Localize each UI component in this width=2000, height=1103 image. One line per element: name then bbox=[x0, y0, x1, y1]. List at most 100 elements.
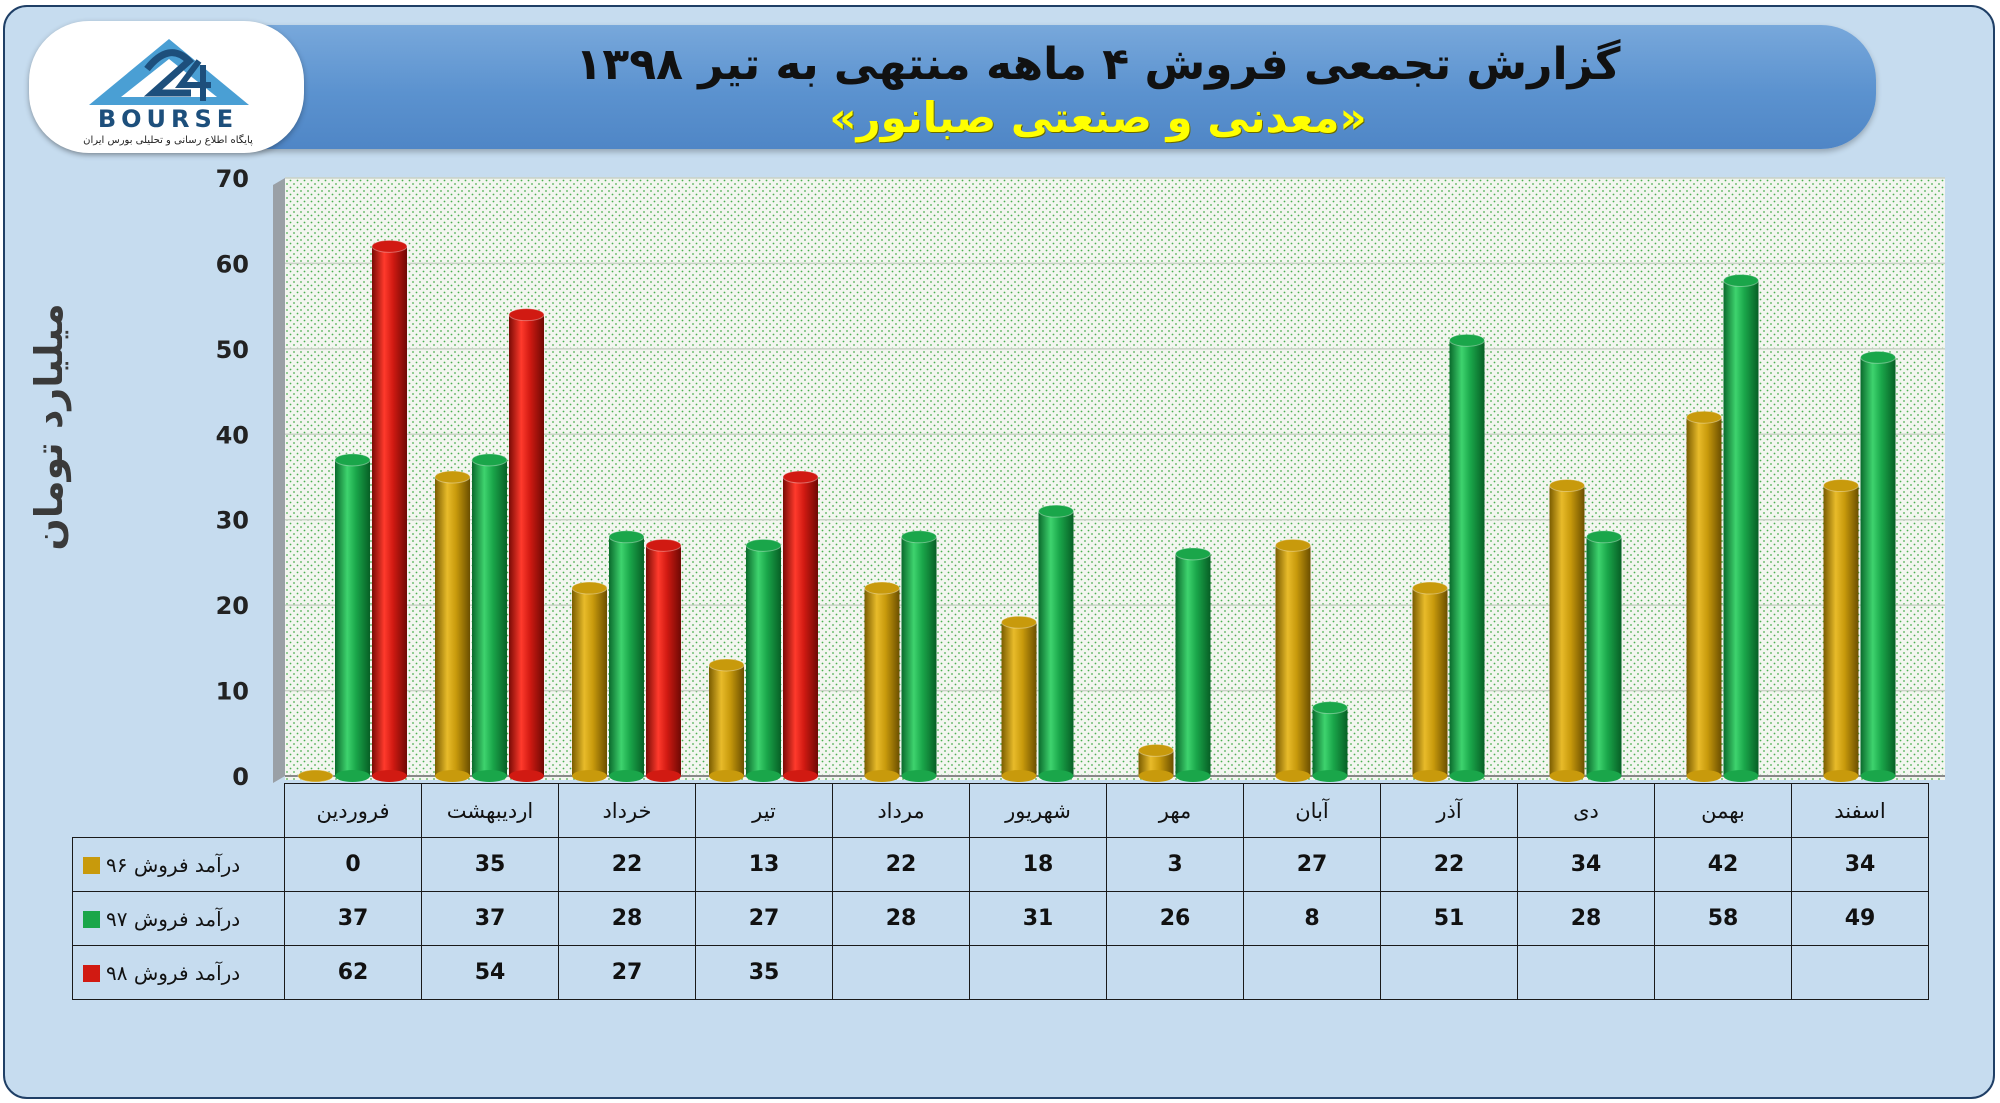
bar-top bbox=[297, 769, 334, 783]
bar-body bbox=[1586, 536, 1622, 776]
bar bbox=[1823, 479, 1859, 782]
data-label: 28 bbox=[832, 891, 970, 946]
bar-base bbox=[1723, 770, 1759, 782]
y-tick-label: 10 bbox=[216, 678, 249, 706]
bar-body bbox=[1686, 417, 1722, 776]
data-label: 13 bbox=[695, 837, 833, 892]
bar-body bbox=[1312, 707, 1348, 776]
data-label bbox=[1243, 945, 1381, 1000]
bar-base bbox=[901, 770, 937, 782]
legend-entry: درآمد فروش ۹۶ bbox=[72, 837, 285, 892]
bar bbox=[1275, 538, 1311, 782]
bar-body bbox=[901, 536, 937, 776]
data-label bbox=[1517, 945, 1655, 1000]
bar-top bbox=[434, 470, 471, 484]
bar bbox=[608, 530, 645, 782]
bar-top bbox=[1823, 479, 1859, 493]
logo-subtitle: پایگاه اطلاع رسانی و تحلیلی بورس ایران bbox=[83, 135, 253, 146]
bar-top bbox=[1038, 504, 1074, 518]
bar-base bbox=[372, 770, 407, 782]
bar bbox=[1860, 350, 1896, 782]
bar-body bbox=[472, 459, 507, 776]
bar-top bbox=[864, 581, 900, 595]
bar-body bbox=[1175, 553, 1211, 776]
y-tick-label: 70 bbox=[216, 165, 249, 193]
table-row: درآمد فروش ۹۷ 37 37 28 27 28 31 26 8 51 28 58 49 bbox=[72, 891, 1929, 946]
x-tick-label: فروردین bbox=[284, 783, 422, 838]
bar-body bbox=[435, 477, 470, 776]
plot-area bbox=[285, 178, 1945, 780]
data-label: 27 bbox=[558, 945, 696, 1000]
data-label: 31 bbox=[969, 891, 1107, 946]
bar bbox=[1449, 333, 1485, 782]
bar-body bbox=[783, 477, 818, 776]
bar-base bbox=[746, 770, 781, 782]
bar-body bbox=[335, 459, 370, 776]
bar-base bbox=[572, 770, 607, 782]
bar-body bbox=[572, 588, 607, 776]
legend-entry: درآمد فروش ۹۸ bbox=[72, 945, 285, 1000]
bar bbox=[334, 453, 371, 782]
legend-label: درآمد فروش ۹۶ bbox=[106, 853, 241, 877]
bar-base bbox=[864, 770, 900, 782]
x-tick-label: اردیبهشت bbox=[421, 783, 559, 838]
bar-top bbox=[571, 581, 608, 595]
bar-top bbox=[508, 308, 545, 322]
x-tick-label: مهر bbox=[1106, 783, 1244, 838]
x-tick-label: آبان bbox=[1243, 783, 1381, 838]
bar-base bbox=[709, 770, 744, 782]
data-label: 54 bbox=[421, 945, 559, 1000]
bar bbox=[1586, 530, 1622, 782]
bar-top bbox=[371, 239, 408, 253]
bar-body bbox=[1275, 545, 1311, 776]
bar-base bbox=[1312, 770, 1348, 782]
bar-base bbox=[1823, 770, 1859, 782]
bar bbox=[782, 470, 819, 782]
x-tick-label: شهریور bbox=[969, 783, 1107, 838]
bar bbox=[508, 308, 545, 782]
bar bbox=[1312, 701, 1348, 782]
data-label: 22 bbox=[1380, 837, 1518, 892]
bar-top bbox=[1723, 274, 1759, 288]
bar bbox=[1138, 743, 1174, 782]
title-banner: گزارش تجمعی فروش ۴ ماهه منتهی به تیر ۱۳۹… bbox=[33, 25, 1876, 149]
bar-body bbox=[1723, 280, 1759, 776]
y-tick-label: 40 bbox=[216, 421, 249, 449]
bar-body bbox=[372, 246, 407, 777]
table-corner bbox=[72, 783, 285, 838]
data-label: 58 bbox=[1654, 891, 1792, 946]
legend-label: درآمد فروش ۹۷ bbox=[106, 907, 241, 931]
bar-base bbox=[1175, 770, 1211, 782]
bar-body bbox=[746, 545, 781, 776]
data-label: 35 bbox=[695, 945, 833, 1000]
bar-base bbox=[435, 770, 470, 782]
bar-base bbox=[1138, 770, 1174, 782]
bar-base bbox=[646, 770, 681, 782]
x-tick-label: تیر bbox=[695, 783, 833, 838]
x-tick-label: اسفند bbox=[1791, 783, 1929, 838]
data-label: 62 bbox=[284, 945, 422, 1000]
chart-frame: گزارش تجمعی فروش ۴ ماهه منتهی به تیر ۱۳۹… bbox=[3, 5, 1995, 1099]
bar-body bbox=[646, 545, 681, 776]
bar-base bbox=[1001, 770, 1037, 782]
data-label: 42 bbox=[1654, 837, 1792, 892]
data-label: 28 bbox=[1517, 891, 1655, 946]
bar bbox=[1412, 581, 1448, 782]
x-tick-label: آذر bbox=[1380, 783, 1518, 838]
bar bbox=[901, 530, 937, 782]
bar-top bbox=[334, 453, 371, 467]
bar-body bbox=[1038, 511, 1074, 776]
bar-body bbox=[1823, 485, 1859, 776]
bar bbox=[645, 538, 682, 782]
bar-base bbox=[1586, 770, 1622, 782]
bar-base bbox=[1275, 770, 1311, 782]
bar bbox=[434, 470, 471, 782]
bar-body bbox=[864, 588, 900, 776]
data-label bbox=[1380, 945, 1518, 1000]
bar-top bbox=[1549, 479, 1585, 493]
bar-top bbox=[1449, 333, 1485, 347]
bar bbox=[708, 658, 745, 782]
bar bbox=[571, 581, 608, 782]
bourse-logo: BOURSE پایگاه اطلاع رسانی و تحلیلی بورس … bbox=[29, 21, 304, 153]
